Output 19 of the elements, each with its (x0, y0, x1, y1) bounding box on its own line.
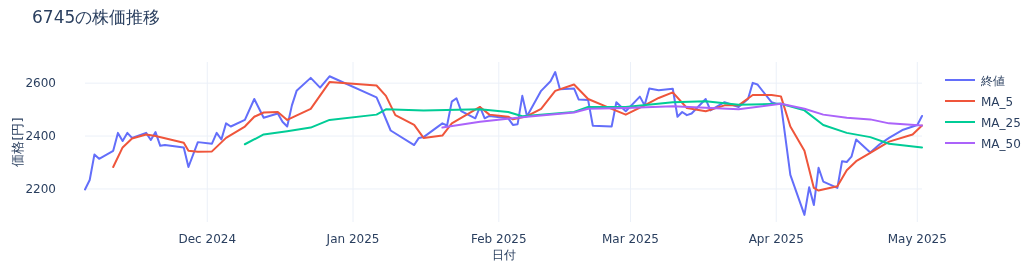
y-tick-label: 2200 (25, 181, 56, 196)
y-tick-label: 2600 (25, 76, 56, 91)
x-tick-label: Dec 2024 (178, 232, 237, 246)
y-tick-label: 2400 (25, 129, 56, 144)
line-series (243, 100, 923, 149)
x-tick-label: Apr 2025 (748, 232, 804, 246)
legend-label: MA_5 (981, 94, 1014, 109)
line-series (112, 81, 923, 192)
x-tick-label: Mar 2025 (601, 232, 659, 246)
legend-label: MA_25 (981, 115, 1021, 130)
x-tick-label: May 2025 (887, 232, 947, 246)
legend-label: 終値 (980, 73, 1005, 88)
y-axis-title: 価格[円] (10, 117, 25, 167)
x-tick-label: Jan 2025 (325, 232, 380, 246)
legend-label: MA_50 (981, 136, 1021, 151)
x-axis-title: 日付 (491, 248, 516, 262)
x-tick-label: Feb 2025 (470, 232, 527, 246)
line-series (441, 102, 923, 129)
chart-title: 6745の株価推移 (32, 7, 161, 27)
